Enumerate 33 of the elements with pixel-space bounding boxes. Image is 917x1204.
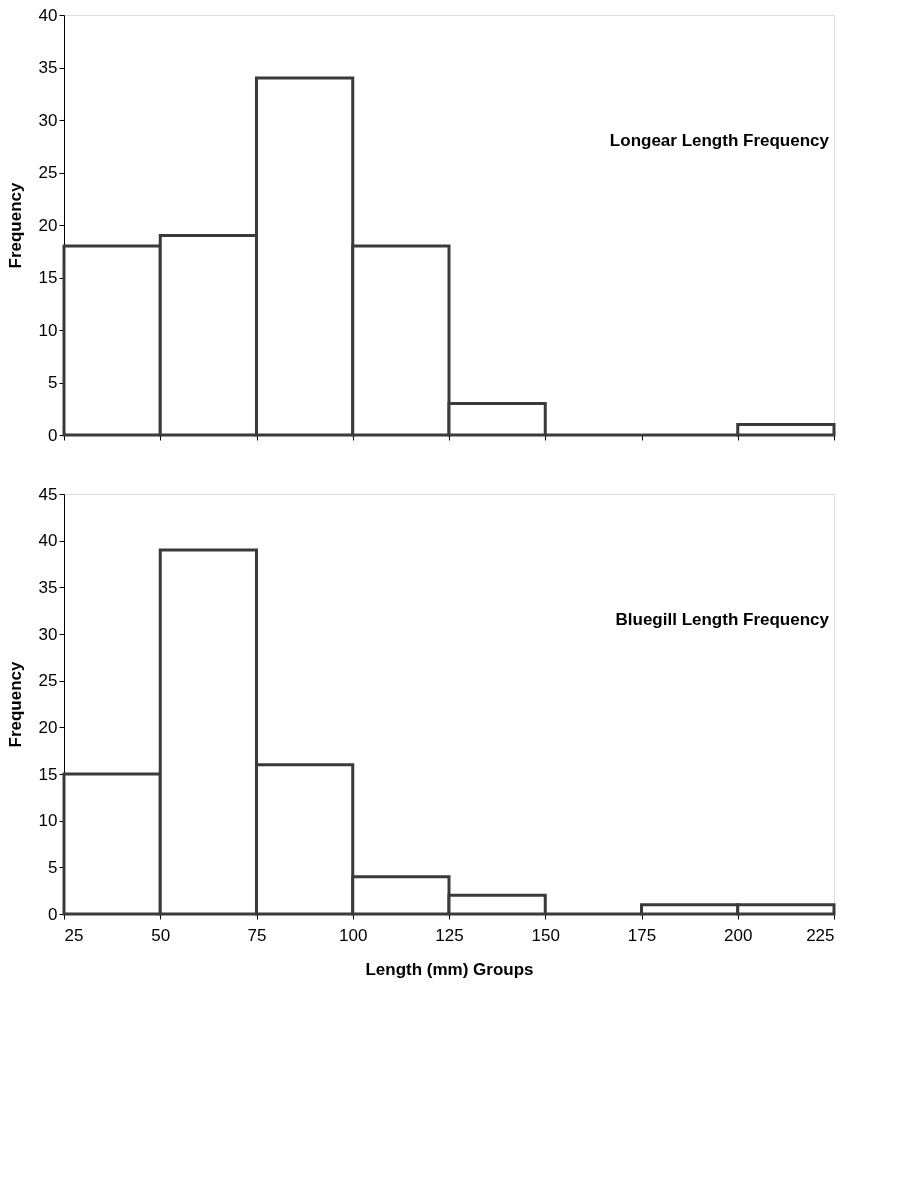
x-tick-label: 175: [627, 925, 657, 945]
y-tick-label: 20: [38, 215, 58, 235]
y-tick-label: 15: [38, 268, 58, 287]
annotation: Longear Length Frequency: [609, 131, 830, 150]
y-axis-title: Frequency: [5, 181, 25, 269]
y-tick-label: 10: [38, 320, 58, 340]
y-tick-label: 5: [48, 857, 58, 877]
x-tick-label: 25: [64, 925, 84, 945]
y-tick-label: 5: [48, 373, 58, 392]
y-tick-label: 30: [38, 624, 58, 644]
x-tick-label: 75: [247, 925, 267, 945]
y-tick-label: 15: [38, 764, 58, 784]
y-axis-title: Frequency: [5, 660, 25, 748]
y-tick-label: 40: [38, 5, 58, 25]
x-tick-label: 100: [339, 925, 368, 945]
x-axis-title: Length (mm) Groups: [365, 959, 534, 979]
x-tick-label: 200: [724, 925, 753, 945]
y-tick-label: 25: [38, 671, 58, 691]
y-tick-label: 10: [38, 811, 58, 831]
x-tick-label: 50: [151, 925, 171, 945]
y-tick-label: 35: [38, 577, 58, 597]
annotation: Bluegill Length Frequency: [615, 610, 830, 629]
x-tick-label: 125: [435, 925, 464, 945]
y-tick-label: 30: [38, 110, 58, 130]
y-tick-label: 40: [38, 531, 58, 551]
y-tick-label: 35: [38, 58, 58, 77]
y-tick-label: 45: [38, 484, 58, 504]
y-tick-label: 0: [48, 425, 58, 445]
x-tick-label: 225: [806, 925, 835, 945]
y-tick-label: 0: [48, 904, 58, 924]
y-tick-label: 20: [38, 717, 58, 737]
y-tick-label: 25: [38, 163, 58, 182]
x-tick-label: 150: [531, 925, 560, 945]
